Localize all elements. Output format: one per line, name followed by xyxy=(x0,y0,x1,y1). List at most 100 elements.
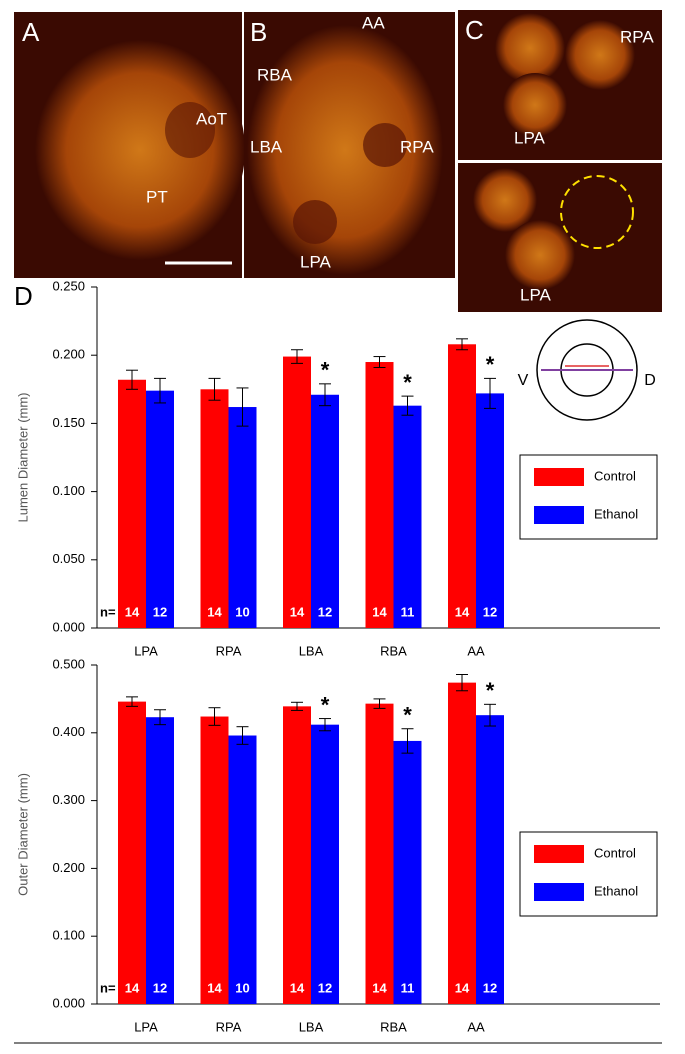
panel-label: A xyxy=(22,17,40,47)
annotation: LPA xyxy=(300,252,332,271)
bar xyxy=(146,717,174,1004)
bar xyxy=(146,390,174,628)
n-prefix: n= xyxy=(100,604,116,619)
y-axis-label: Outer Diameter (mm) xyxy=(15,773,30,896)
x-tick-label: LBA xyxy=(299,643,324,658)
bar xyxy=(393,740,422,1004)
y-tick-label: 0.100 xyxy=(52,483,85,498)
n-label: 14 xyxy=(372,604,387,619)
y-tick-label: 0.200 xyxy=(52,860,85,875)
bar xyxy=(311,394,339,628)
n-label: 14 xyxy=(207,980,222,995)
legend-box xyxy=(519,454,658,540)
panel-a: A AoT PT xyxy=(14,12,245,278)
bar xyxy=(283,356,311,628)
x-tick-label: RPA xyxy=(216,643,242,658)
bar xyxy=(283,706,311,1004)
annotation: LPA xyxy=(520,285,552,304)
schematic: V D xyxy=(518,319,656,421)
n-label: 14 xyxy=(207,604,222,619)
bar xyxy=(228,735,257,1004)
y-tick-label: 0.500 xyxy=(52,656,85,671)
bar xyxy=(448,344,476,628)
bar xyxy=(228,407,257,628)
significance: * xyxy=(321,692,330,717)
bar xyxy=(393,405,422,628)
panel-label: D xyxy=(14,281,33,311)
n-label: 14 xyxy=(290,980,305,995)
bar xyxy=(118,379,146,628)
legend-swatch xyxy=(534,883,584,901)
n-label: 12 xyxy=(153,980,167,995)
x-tick-label: RBA xyxy=(380,643,407,658)
y-tick-label: 0.050 xyxy=(52,551,85,566)
bar xyxy=(311,724,339,1004)
bar xyxy=(200,389,229,628)
n-label: 14 xyxy=(455,980,470,995)
y-tick-label: 0.100 xyxy=(52,928,85,943)
n-label: 14 xyxy=(455,604,470,619)
significance: * xyxy=(403,703,412,728)
n-label: 10 xyxy=(235,604,249,619)
panel-label: B xyxy=(250,17,267,47)
annotation: RPA xyxy=(620,27,654,46)
panel-c: C RPA LPA LPA xyxy=(458,10,662,312)
panel-label: C xyxy=(465,15,484,45)
y-axis-label: Lumen Diameter (mm) xyxy=(15,392,30,522)
annotation: LPA xyxy=(514,128,546,147)
significance: * xyxy=(486,678,495,703)
x-tick-label: LPA xyxy=(134,1019,158,1034)
y-tick-label: 0.400 xyxy=(52,724,85,739)
y-tick-label: 0.200 xyxy=(52,347,85,362)
x-tick-label: LBA xyxy=(299,1019,324,1034)
legend-box xyxy=(519,831,658,917)
significance: * xyxy=(403,370,412,395)
n-label: 12 xyxy=(483,604,497,619)
y-tick-label: 0.000 xyxy=(52,619,85,634)
legend-label: Control xyxy=(594,845,636,860)
legend-swatch xyxy=(534,845,584,863)
panel-b: B AA RBA LBA RPA LPA xyxy=(244,12,455,278)
n-label: 14 xyxy=(372,980,387,995)
y-tick-label: 0.250 xyxy=(52,278,85,293)
n-label: 14 xyxy=(290,604,305,619)
n-label: 14 xyxy=(125,980,140,995)
annotation: RBA xyxy=(257,65,293,84)
n-label: 12 xyxy=(318,980,332,995)
y-tick-label: 0.000 xyxy=(52,995,85,1010)
n-label: 12 xyxy=(153,604,167,619)
significance: * xyxy=(321,358,330,383)
annotation: PT xyxy=(146,187,168,206)
n-label: 14 xyxy=(125,604,140,619)
bar xyxy=(365,703,394,1004)
legend-label: Control xyxy=(594,468,636,483)
legend-label: Ethanol xyxy=(594,883,638,898)
y-tick-label: 0.150 xyxy=(52,415,85,430)
bar xyxy=(200,716,229,1004)
bar xyxy=(476,715,504,1004)
x-tick-label: AA xyxy=(467,643,485,658)
legend-label: Ethanol xyxy=(594,506,638,521)
bar xyxy=(476,393,504,628)
n-label: 10 xyxy=(235,980,249,995)
x-tick-label: AA xyxy=(467,1019,485,1034)
n-label: 11 xyxy=(401,604,415,619)
legend-swatch xyxy=(534,506,584,524)
n-label: 11 xyxy=(401,980,415,995)
y-tick-label: 0.300 xyxy=(52,792,85,807)
annotation: LBA xyxy=(250,137,283,156)
schematic-label: V xyxy=(518,372,529,389)
n-prefix: n= xyxy=(100,980,116,995)
bar xyxy=(365,362,394,628)
x-tick-label: LPA xyxy=(134,643,158,658)
significance: * xyxy=(486,352,495,377)
schematic-label: D xyxy=(644,372,656,389)
n-label: 12 xyxy=(318,604,332,619)
n-label: 12 xyxy=(483,980,497,995)
annotation: RPA xyxy=(400,137,434,156)
annotation: AoT xyxy=(196,109,227,128)
x-tick-label: RPA xyxy=(216,1019,242,1034)
annotation: AA xyxy=(362,13,385,32)
bar xyxy=(118,701,146,1004)
